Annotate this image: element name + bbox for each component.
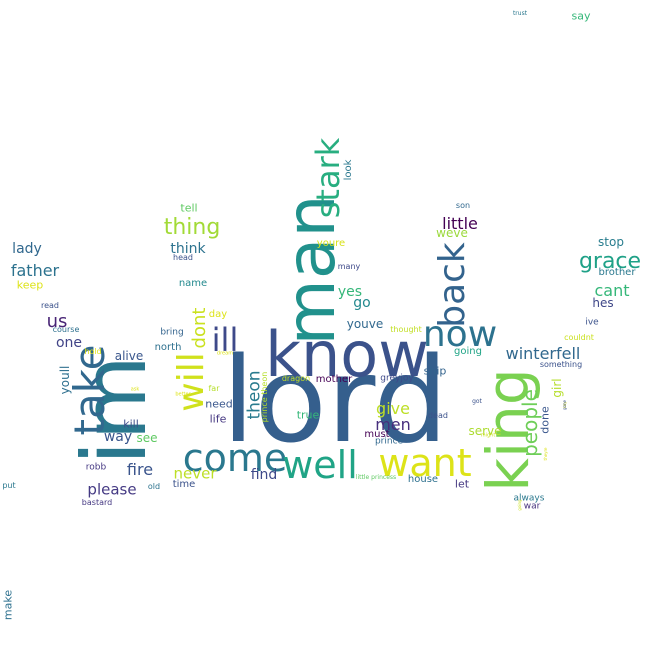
- cloud-word: might: [480, 432, 496, 439]
- cloud-word: mother: [315, 374, 353, 385]
- cloud-word: got: [472, 398, 482, 405]
- cloud-word: cant: [594, 281, 630, 300]
- cloud-word: son: [455, 201, 471, 210]
- cloud-word: dont: [189, 307, 210, 349]
- cloud-word: let: [454, 477, 470, 491]
- cloud-word: hold: [84, 347, 102, 356]
- cloud-word: youll: [58, 365, 72, 395]
- cloud-word: trust: [512, 10, 528, 17]
- cloud-word: gone: [562, 400, 567, 410]
- cloud-word: robb: [85, 462, 107, 473]
- cloud-word: house: [407, 474, 439, 485]
- cloud-word: prince theon: [260, 371, 269, 423]
- cloud-word: dream: [216, 350, 234, 357]
- cloud-word: please: [87, 480, 137, 499]
- cloud-word: brother: [598, 267, 636, 278]
- cloud-word: one: [55, 335, 83, 351]
- cloud-word: find: [250, 467, 278, 483]
- cloud-word: lady: [12, 241, 42, 257]
- cloud-word: give: [376, 399, 410, 418]
- cloud-word: us: [46, 311, 68, 332]
- cloud-word: dragon: [281, 374, 311, 383]
- cloud-word: far: [208, 384, 220, 393]
- cloud-word: youve: [346, 317, 384, 331]
- cloud-word: done: [538, 406, 552, 434]
- cloud-word: bring: [160, 327, 184, 338]
- cloud-word: going: [517, 499, 522, 511]
- cloud-word: theyre: [543, 447, 548, 461]
- cloud-word: girl: [550, 378, 564, 398]
- cloud-word: take: [65, 344, 114, 436]
- cloud-word: now: [422, 314, 498, 355]
- cloud-word: dead: [428, 411, 448, 420]
- cloud-word: tell: [180, 201, 198, 215]
- cloud-word: say: [571, 9, 591, 23]
- cloud-word: never: [173, 464, 217, 483]
- cloud-word: yes: [337, 284, 363, 300]
- cloud-word: life: [209, 412, 227, 426]
- cloud-word: ill: [211, 321, 239, 359]
- cloud-word: serve: [468, 424, 502, 438]
- cloud-word: head: [173, 253, 193, 262]
- cloud-word: men: [375, 415, 411, 434]
- cloud-word: greyjoy: [380, 373, 414, 384]
- cloud-word: kill: [123, 417, 139, 431]
- cloud-word: hes: [592, 296, 614, 310]
- cloud-word: old: [147, 482, 161, 491]
- cloud-word: well: [282, 443, 358, 487]
- cloud-word: ship: [423, 364, 447, 378]
- cloud-word: ive: [585, 317, 599, 328]
- cloud-word: better: [175, 391, 191, 398]
- cloud-word: thought: [390, 325, 422, 334]
- cloud-word: winterfell: [505, 344, 581, 363]
- cloud-word: see: [136, 431, 158, 445]
- cloud-word: must: [364, 429, 390, 440]
- cloud-word: stop: [598, 235, 624, 249]
- cloud-word: bastard: [81, 498, 113, 507]
- cloud-word: thing: [163, 215, 221, 240]
- cloud-word: lord: [221, 331, 449, 469]
- cloud-word: little princess: [355, 474, 397, 481]
- cloud-word: keep: [16, 278, 44, 292]
- cloud-word: come: [182, 436, 288, 480]
- cloud-word: something: [539, 360, 583, 369]
- cloud-word: make: [1, 589, 15, 621]
- cloud-word: couldnt: [564, 333, 594, 342]
- cloud-word: many: [337, 262, 361, 271]
- cloud-word: youre: [316, 238, 346, 249]
- cloud-word: stark: [309, 137, 347, 219]
- cloud-word: way: [103, 429, 133, 445]
- cloud-word: name: [178, 278, 208, 289]
- cloud-word: always: [513, 493, 545, 504]
- cloud-word: want: [378, 441, 472, 485]
- cloud-word: go: [353, 295, 371, 311]
- cloud-word: know: [265, 318, 429, 391]
- cloud-word: war: [523, 501, 541, 512]
- cloud-word: father: [10, 261, 60, 280]
- cloud-word: course: [52, 325, 80, 334]
- cloud-word: grace: [578, 249, 642, 274]
- cloud-word: back: [432, 242, 473, 328]
- cloud-word: people: [518, 389, 542, 457]
- cloud-word: north: [154, 342, 182, 353]
- cloud-word: prince: [374, 436, 404, 447]
- cloud-word: going: [454, 346, 482, 357]
- cloud-word: read: [40, 301, 60, 310]
- cloud-word: look: [343, 159, 354, 181]
- cloud-word: think: [170, 241, 206, 257]
- cloud-word: alive: [114, 349, 144, 363]
- cloud-word: weve: [436, 226, 468, 240]
- cloud-word: day: [208, 309, 228, 320]
- cloud-word: fire: [126, 460, 154, 479]
- cloud-word: ask: [130, 386, 140, 393]
- cloud-word: need: [205, 397, 233, 411]
- cloud-word: true: [296, 408, 320, 422]
- cloud-word: little: [442, 214, 478, 233]
- cloud-word: time: [172, 479, 196, 490]
- cloud-word: put: [2, 481, 16, 490]
